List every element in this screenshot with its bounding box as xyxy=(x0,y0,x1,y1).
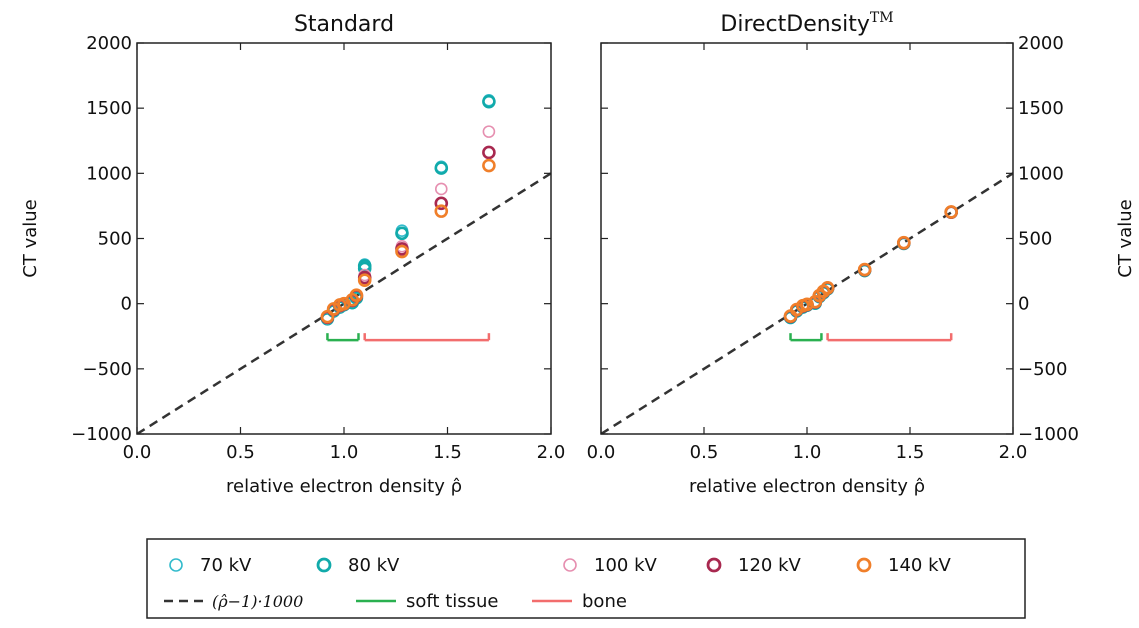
legend-marker xyxy=(563,558,577,572)
y-tick-label: 0 xyxy=(1018,294,1029,315)
y-axis: −1000 −500 0 500 1000 1500 2000 xyxy=(601,33,1079,445)
range-soft-tissue xyxy=(326,333,360,342)
legend-label: bone xyxy=(582,591,627,612)
x-tick-label: 0.0 xyxy=(123,442,152,463)
y-tick-label: 2000 xyxy=(86,33,132,54)
x-tick-label: 0.0 xyxy=(587,442,616,463)
data-point xyxy=(434,204,449,218)
x-axis-label: relative electron density ρ̂ xyxy=(226,476,462,497)
x-tick-label: 1.5 xyxy=(433,442,462,463)
range-soft-tissue xyxy=(789,333,823,342)
data-point xyxy=(857,262,872,277)
legend-marker xyxy=(169,558,183,572)
legend-label: 120 kV xyxy=(738,555,802,576)
chart-panel-2: 0.0 0.5 1.0 1.5 2.0−1000 −500 0 500 1000 1500 2000… xyxy=(587,10,1136,497)
y-tick-label: 2000 xyxy=(1018,33,1064,54)
legend-item: soft tissue xyxy=(356,591,499,612)
legend-label: 70 kV xyxy=(200,555,252,576)
data-point xyxy=(944,205,959,219)
range-bone xyxy=(826,333,953,342)
data-point xyxy=(820,280,835,295)
legend-label: 100 kV xyxy=(594,555,658,576)
data-point xyxy=(357,273,372,288)
data-point xyxy=(482,125,496,138)
legend-marker xyxy=(316,557,332,573)
data-point xyxy=(395,226,409,241)
x-tick-label: 2.0 xyxy=(999,442,1028,463)
y-tick-label: 0 xyxy=(121,294,132,315)
plot-area xyxy=(137,94,551,434)
legend-item: (ρ̂−1)·1000 xyxy=(164,592,303,611)
legend-marker xyxy=(706,557,722,573)
x-tick-label: 0.5 xyxy=(226,442,255,463)
data-point xyxy=(897,235,911,250)
series-140-kV xyxy=(783,205,959,323)
legend-label: 80 kV xyxy=(348,555,400,576)
data-point xyxy=(482,145,496,160)
data-point xyxy=(434,161,449,175)
legend-item: 100 kV xyxy=(563,555,658,576)
data-point xyxy=(800,297,814,312)
legend: 70 kV 80 kV 100 kV 120 kV 140 kV (ρ̂−1)·1000 s… xyxy=(146,538,1026,619)
y-tick-label: −500 xyxy=(1018,359,1067,380)
y-tick-label: −1000 xyxy=(1018,424,1079,445)
data-point xyxy=(395,244,409,259)
axes-frame xyxy=(600,42,1014,435)
series-70-kV xyxy=(321,94,496,326)
legend-box xyxy=(146,538,1026,619)
y-tick-label: 1500 xyxy=(86,98,132,119)
chart-title: Standard xyxy=(294,12,394,37)
data-point xyxy=(434,182,448,196)
x-axis: 0.0 0.5 1.0 1.5 2.0 xyxy=(587,43,1028,463)
data-point xyxy=(349,288,364,302)
legend-item: bone xyxy=(532,591,627,612)
x-axis-label: relative electron density ρ̂ xyxy=(689,476,925,497)
y-axis-label: CT value xyxy=(20,199,41,277)
y-axis: −1000 −500 0 500 1000 1500 2000 xyxy=(71,33,551,445)
plot-area xyxy=(601,172,1013,434)
x-tick-label: 2.0 xyxy=(537,442,566,463)
series-140-kV xyxy=(320,158,496,324)
x-tick-label: 1.0 xyxy=(793,442,822,463)
legend-label: 140 kV xyxy=(888,555,952,576)
range-bone xyxy=(363,333,491,342)
y-tick-label: −500 xyxy=(83,359,132,380)
series-80-kV xyxy=(320,94,496,326)
legend-item: 80 kV xyxy=(316,555,400,576)
x-tick-label: 0.5 xyxy=(690,442,719,463)
legend-label: (ρ̂−1)·1000 xyxy=(212,592,303,611)
legend-item: 70 kV xyxy=(169,555,252,576)
chart-panel-1: 0.0 0.5 1.0 1.5 2.0 −1000 −500 0 500 1000 1500 2000… xyxy=(20,12,565,497)
axes-frame xyxy=(136,42,552,435)
y-tick-label: 500 xyxy=(1018,229,1052,250)
data-point xyxy=(482,94,496,109)
data-point xyxy=(434,196,449,211)
y-tick-label: 1500 xyxy=(1018,98,1064,119)
data-point xyxy=(482,158,496,173)
legend-item: 140 kV xyxy=(856,555,952,576)
y-tick-label: 500 xyxy=(98,229,132,250)
y-tick-label: 1000 xyxy=(1018,163,1064,184)
chart-title: DirectDensityTM xyxy=(720,10,893,37)
y-tick-label: 1000 xyxy=(86,163,132,184)
legend-marker xyxy=(856,557,872,573)
x-tick-label: 1.0 xyxy=(330,442,359,463)
x-tick-label: 1.5 xyxy=(896,442,925,463)
x-axis: 0.0 0.5 1.0 1.5 2.0 xyxy=(123,43,566,463)
y-tick-label: −1000 xyxy=(71,424,132,445)
y-axis-label: CT value xyxy=(1115,199,1136,277)
legend-label: soft tissue xyxy=(406,591,499,612)
legend-item: 120 kV xyxy=(706,555,802,576)
